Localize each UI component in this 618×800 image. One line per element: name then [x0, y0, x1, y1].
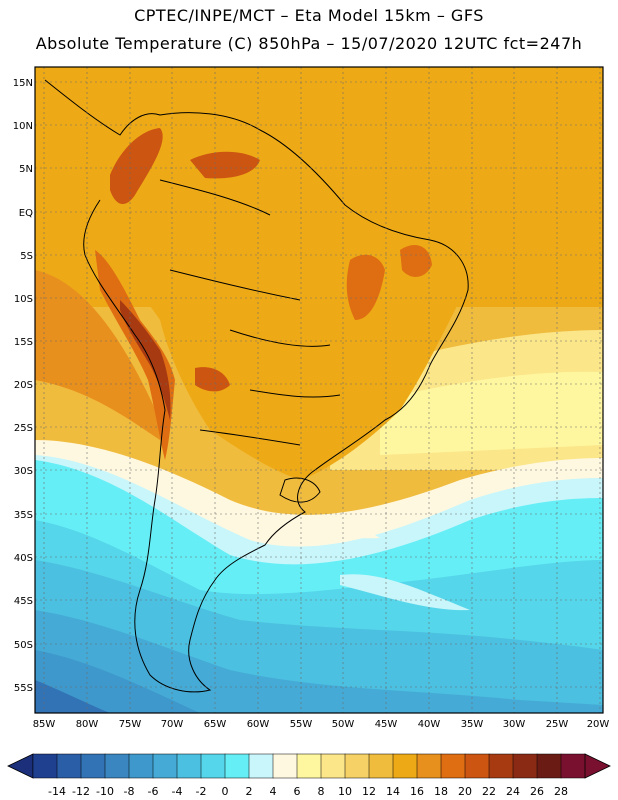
- lon-label: 20W: [587, 719, 610, 730]
- colorbar-swatch: [464, 753, 490, 779]
- colorbar-swatch: [296, 753, 322, 779]
- colorbar-label: 20: [458, 785, 472, 798]
- colorbar-label: 0: [222, 785, 229, 798]
- colorbar-swatches: [32, 753, 586, 779]
- lat-label: 55S: [14, 683, 33, 694]
- lon-label: 35W: [461, 719, 484, 730]
- lat-label: 5N: [19, 164, 33, 175]
- title-line-1: CPTEC/INPE/MCT – Eta Model 15km – GFS: [134, 6, 484, 25]
- colorbar-label: -4: [172, 785, 183, 798]
- colorbar-swatch: [512, 753, 538, 779]
- temperature-field: [35, 67, 603, 713]
- colorbar-swatch: [320, 753, 346, 779]
- colorbar-under-arrow: [7, 753, 34, 779]
- colorbar-label: 16: [410, 785, 424, 798]
- latitude-labels: 15N 10N 5N EQ 5S 10S 15S 20S 25S 30S 35S…: [13, 78, 33, 694]
- colorbar-label: 22: [482, 785, 496, 798]
- colorbar-swatch: [272, 753, 298, 779]
- colorbar-swatch: [416, 753, 442, 779]
- colorbar-swatch: [200, 753, 226, 779]
- colorbar-label: -14: [48, 785, 66, 798]
- lat-label: 30S: [14, 466, 33, 477]
- colorbar-label: -12: [72, 785, 90, 798]
- colorbar: -14 -12 -10 -8 -6 -4 -2 0 2 4 6 8 10 12 14 16 18 20 22 24 26…: [7, 753, 611, 798]
- lon-label: 45W: [375, 719, 398, 730]
- colorbar-swatch: [56, 753, 82, 779]
- lon-label: 50W: [332, 719, 355, 730]
- colorbar-swatch: [344, 753, 370, 779]
- colorbar-label: 18: [434, 785, 448, 798]
- lat-label: 10S: [14, 294, 33, 305]
- lat-label: 5S: [20, 251, 33, 262]
- title-line-2: Absolute Temperature (C) 850hPa – 15/07/…: [35, 34, 583, 53]
- lon-label: 40W: [418, 719, 441, 730]
- lon-label: 80W: [76, 719, 99, 730]
- colorbar-label: 8: [318, 785, 325, 798]
- coastline: [44, 79, 469, 693]
- colorbar-swatch: [536, 753, 562, 779]
- colorbar-swatch: [176, 753, 202, 779]
- lat-label: 40S: [14, 553, 33, 564]
- colorbar-labels: -14 -12 -10 -8 -6 -4 -2 0 2 4 6 8 10 12 14 16 18 20 22 24 26…: [48, 785, 568, 798]
- map-frame: [34, 66, 604, 714]
- colorbar-swatch: [224, 753, 250, 779]
- lon-label: 25W: [546, 719, 569, 730]
- colorbar-label: 10: [338, 785, 352, 798]
- colorbar-label: -2: [196, 785, 207, 798]
- colorbar-label: 2: [246, 785, 253, 798]
- lat-label: 45S: [14, 596, 33, 607]
- lon-label: 55W: [290, 719, 313, 730]
- lat-label: 35S: [14, 510, 33, 521]
- colorbar-label: -10: [96, 785, 114, 798]
- lat-label: 50S: [14, 640, 33, 651]
- lon-label: 60W: [247, 719, 270, 730]
- colorbar-label: -6: [148, 785, 159, 798]
- colorbar-label: 14: [386, 785, 400, 798]
- colorbar-label: 24: [506, 785, 520, 798]
- lon-label: 85W: [33, 719, 56, 730]
- lat-label: 15N: [13, 78, 33, 89]
- lat-label: 20S: [14, 380, 33, 391]
- lon-label: 65W: [204, 719, 227, 730]
- colorbar-label: 28: [554, 785, 568, 798]
- lat-label: EQ: [19, 208, 33, 219]
- colorbar-swatch: [488, 753, 514, 779]
- lon-label: 70W: [161, 719, 184, 730]
- colorbar-swatch: [152, 753, 178, 779]
- colorbar-label: -8: [124, 785, 135, 798]
- lat-label: 10N: [13, 121, 33, 132]
- colorbar-label: 4: [270, 785, 277, 798]
- lat-label: 25S: [14, 423, 33, 434]
- lon-label: 75W: [119, 719, 142, 730]
- colorbar-swatch: [248, 753, 274, 779]
- colorbar-over-arrow: [584, 753, 611, 779]
- colorbar-label: 6: [294, 785, 301, 798]
- colorbar-label: 12: [362, 785, 376, 798]
- lon-label: 30W: [503, 719, 526, 730]
- colorbar-swatch: [128, 753, 154, 779]
- colorbar-swatch: [368, 753, 394, 779]
- colorbar-swatch: [104, 753, 130, 779]
- colorbar-swatch: [80, 753, 106, 779]
- colorbar-swatch: [440, 753, 466, 779]
- colorbar-swatch: [32, 753, 58, 779]
- colorbar-swatch: [392, 753, 418, 779]
- colorbar-label: 26: [530, 785, 544, 798]
- lat-label: 15S: [14, 337, 33, 348]
- longitude-labels: 85W 80W 75W 70W 65W 60W 55W 50W 45W 40W …: [33, 719, 610, 730]
- colorbar-swatch: [560, 753, 586, 779]
